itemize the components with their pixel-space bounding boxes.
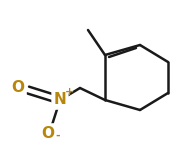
Text: O: O	[41, 126, 54, 141]
Text: +: +	[65, 87, 75, 97]
Text: O: O	[11, 81, 24, 96]
Text: N: N	[54, 93, 66, 108]
Text: -: -	[56, 131, 60, 141]
